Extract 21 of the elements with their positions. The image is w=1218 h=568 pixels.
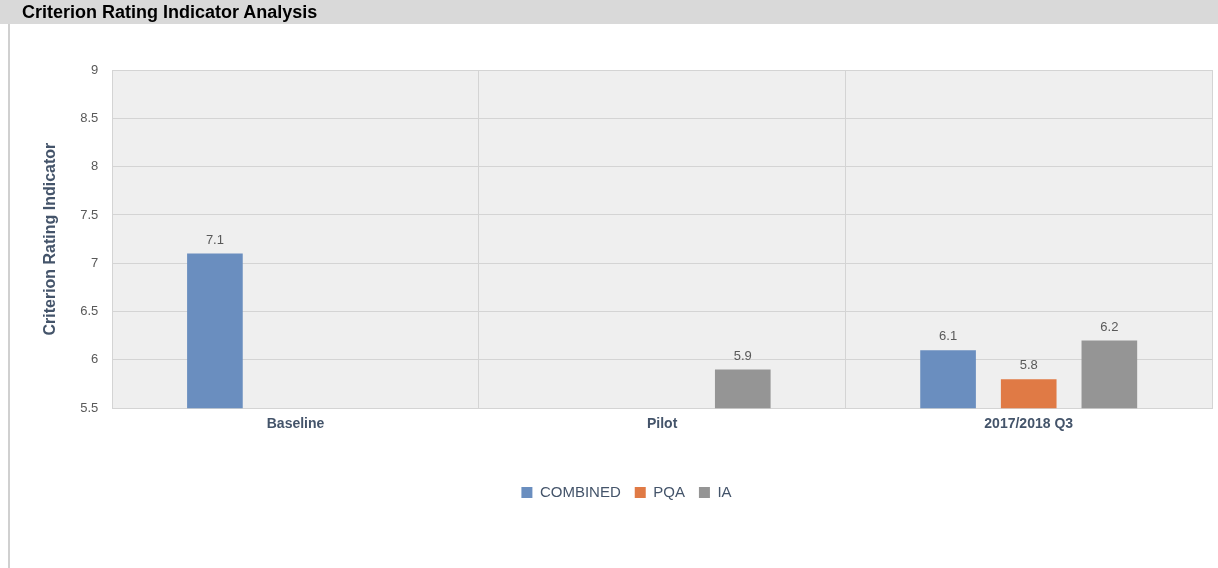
data-label: 6.1 [939, 328, 958, 344]
x-tick-label: Baseline [266, 415, 325, 432]
y-tick-label: 6.5 [80, 303, 99, 319]
legend-label: COMBINED [539, 482, 621, 500]
y-tick-label: 8 [91, 158, 99, 174]
x-tick-label: 2017/2018 Q3 [984, 415, 1074, 432]
chart-title: Criterion Rating Indicator Analysis [22, 2, 318, 23]
data-label: 5.8 [1019, 357, 1038, 373]
y-tick-label: 6 [91, 351, 99, 367]
y-tick-label: 7 [91, 254, 99, 270]
y-tick-label: 5.5 [80, 399, 99, 415]
y-tick-label: 9 [91, 61, 99, 77]
data-label: 7.1 [205, 231, 224, 247]
legend-label: IA [717, 482, 732, 500]
legend-label: PQA [653, 482, 685, 500]
data-label: 5.9 [733, 347, 752, 363]
y-tick-label: 7.5 [80, 206, 99, 222]
data-label: 6.2 [1100, 318, 1119, 334]
x-tick-label: Pilot [646, 415, 678, 432]
y-tick-label: 8.5 [80, 109, 99, 125]
y-axis-title: Criterion Rating Indicator [41, 142, 59, 336]
